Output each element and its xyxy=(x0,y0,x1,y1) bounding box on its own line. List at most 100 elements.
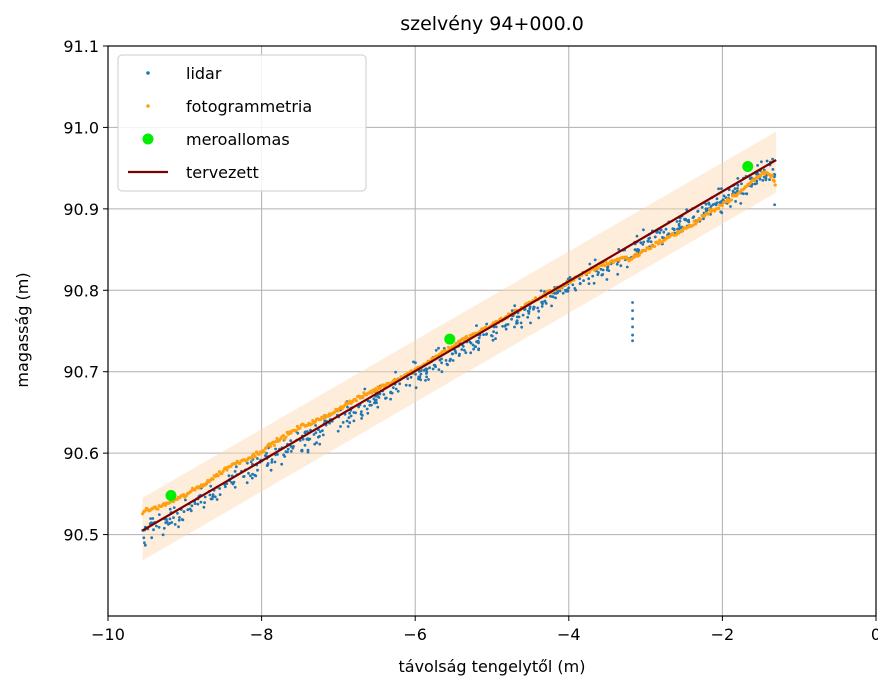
lidar-point xyxy=(458,352,461,356)
lidar-point xyxy=(633,248,637,252)
lidar-point xyxy=(588,262,592,266)
lidar-point xyxy=(186,508,190,512)
fotogrammetria-point xyxy=(772,179,776,183)
lidar-point xyxy=(504,323,508,327)
lidar-point xyxy=(593,258,597,262)
axes-frame xyxy=(107,45,877,617)
lidar-point xyxy=(755,179,759,183)
lidar-point xyxy=(203,495,207,499)
fotogrammetria-point xyxy=(706,212,710,216)
lidar-point xyxy=(414,386,418,390)
lidar-point xyxy=(473,345,477,348)
fotogrammetria-point xyxy=(274,440,278,444)
lidar-point xyxy=(234,465,238,469)
lidar-point xyxy=(189,509,193,513)
fotogrammetria-point xyxy=(656,242,661,246)
fotogrammetria-point xyxy=(440,350,444,354)
lidar-point xyxy=(203,501,207,504)
lidar-point xyxy=(675,220,679,223)
lidar-point xyxy=(370,403,373,407)
lidar-point xyxy=(292,445,295,448)
fotogrammetria-point xyxy=(156,507,160,511)
lidar-point xyxy=(550,304,553,308)
lidar-point xyxy=(256,457,259,460)
lidar-point xyxy=(438,358,442,362)
lidar-point xyxy=(616,272,620,276)
lidar-point xyxy=(318,442,322,446)
lidar-point xyxy=(373,401,376,405)
lidar-point xyxy=(729,205,732,208)
lidar-point xyxy=(484,333,488,336)
lidar-point xyxy=(472,347,475,351)
lidar-point xyxy=(289,445,293,448)
x-tick-label: 0 xyxy=(871,625,878,644)
lidar-point xyxy=(540,305,544,308)
lidar-point xyxy=(254,474,258,478)
lidar-point xyxy=(490,334,493,337)
fotogrammetria-point xyxy=(759,174,763,178)
lidar-point xyxy=(318,434,321,438)
lidar-point xyxy=(365,407,369,411)
lidar-point xyxy=(323,419,327,423)
lidar-point xyxy=(631,325,634,329)
fotogrammetria-point xyxy=(271,440,275,444)
lidar-point xyxy=(709,205,713,208)
lidar-point xyxy=(677,224,681,228)
x-axis-label: távolság tengelytől (m) xyxy=(399,657,586,676)
lidar-point xyxy=(529,321,532,325)
lidar-point xyxy=(396,389,400,393)
lidar-point xyxy=(485,322,489,326)
lidar-point xyxy=(711,203,715,207)
lidar-point xyxy=(764,178,768,182)
lidar-point xyxy=(617,248,621,251)
legend-swatch-meroallomas xyxy=(142,133,154,145)
lidar-point xyxy=(477,348,480,352)
fotogrammetria-point xyxy=(717,206,721,211)
fotogrammetria-point xyxy=(464,334,468,339)
lidar-point xyxy=(202,505,206,509)
fotogrammetria-point xyxy=(681,229,685,233)
legend-box xyxy=(117,54,367,192)
lidar-point xyxy=(427,378,430,381)
lidar-point xyxy=(149,517,153,520)
lidar-point xyxy=(233,485,237,489)
lidar-point xyxy=(631,333,634,337)
lidar-point xyxy=(718,201,722,204)
lidar-point xyxy=(339,425,342,428)
lidar-point xyxy=(513,325,516,329)
lidar-point xyxy=(761,179,765,182)
lidar-point xyxy=(172,506,176,509)
lidar-point xyxy=(739,202,743,205)
fotogrammetria-point xyxy=(720,203,725,207)
lidar-point xyxy=(599,267,603,271)
fotogrammetria-point xyxy=(455,342,459,346)
lidar-point xyxy=(437,368,441,371)
lidar-point xyxy=(587,277,591,281)
lidar-point xyxy=(719,210,723,214)
lidar-point xyxy=(687,220,691,224)
lidar-point xyxy=(437,346,440,350)
lidar-point xyxy=(491,338,495,342)
lidar-point xyxy=(510,309,514,312)
lidar-point xyxy=(143,543,147,547)
lidar-point xyxy=(463,348,466,352)
y-tick-label: 90.6 xyxy=(63,444,99,463)
lidar-point xyxy=(606,266,610,269)
lidar-point xyxy=(544,302,548,305)
lidar-point xyxy=(249,474,252,478)
lidar-point xyxy=(178,516,181,519)
lidar-point xyxy=(269,468,273,472)
lidar-point xyxy=(314,431,318,434)
lidar-point xyxy=(346,425,350,428)
lidar-point xyxy=(639,241,643,245)
lidar-point xyxy=(375,394,379,398)
lidar-point xyxy=(418,375,422,378)
lidar-point xyxy=(173,523,177,526)
lidar-point xyxy=(366,411,370,415)
lidar-point xyxy=(318,430,322,434)
lidar-point xyxy=(157,525,161,529)
lidar-point xyxy=(565,288,569,292)
fotogrammetria-point xyxy=(499,316,503,320)
lidar-point xyxy=(376,405,380,409)
